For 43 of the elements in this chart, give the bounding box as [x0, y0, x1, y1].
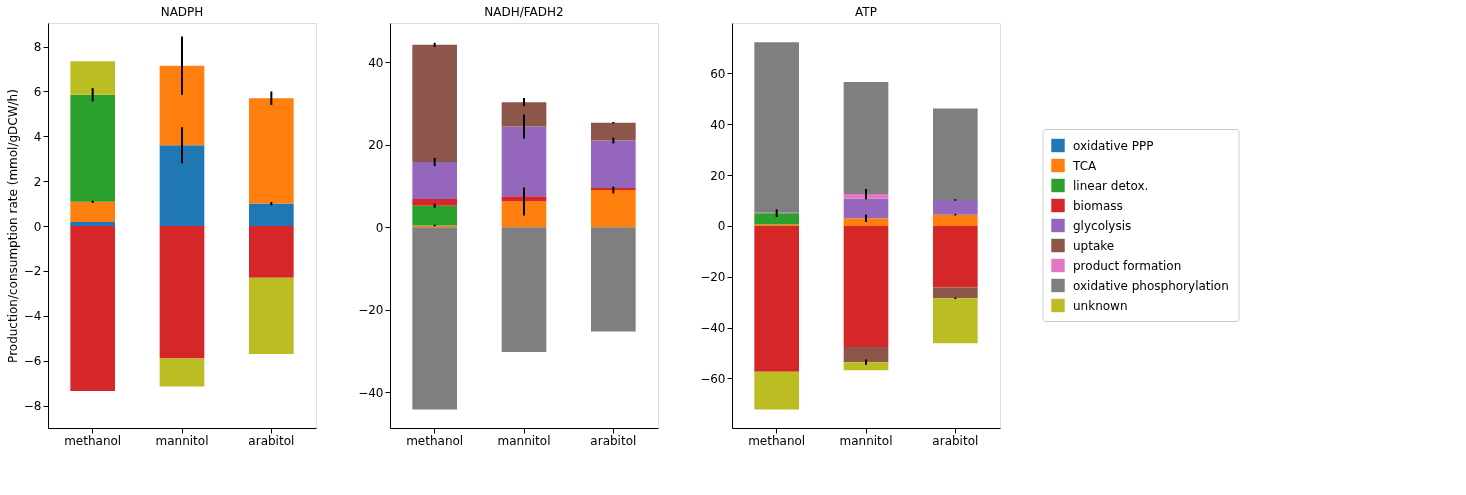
- legend-label: product formation: [1073, 258, 1182, 273]
- legend-label: oxidative PPP: [1073, 138, 1154, 153]
- y-tick-label: −20: [700, 270, 726, 285]
- legend-label: oxidative phosphorylation: [1073, 278, 1229, 293]
- y-tick-label: 0: [375, 220, 384, 235]
- y-tick-label: −40: [358, 385, 384, 400]
- legend-label: unknown: [1073, 298, 1128, 313]
- chart-title: NADH/FADH2: [484, 5, 564, 19]
- x-tick-label: mannitol: [155, 433, 209, 448]
- y-tick-label: −40: [700, 321, 726, 336]
- y-tick-label: 60: [710, 66, 726, 81]
- x-tick-label: mannitol: [497, 433, 551, 448]
- x-tick-label: methanol: [64, 433, 122, 448]
- y-tick-label: 0: [717, 219, 726, 234]
- x-tick-label: arabitol: [590, 433, 637, 448]
- y-tick-label: 6: [33, 84, 42, 99]
- legend-label: TCA: [1072, 158, 1098, 173]
- y-axis-title: Production/consumption rate (mmol/gDCW/h): [5, 89, 20, 363]
- x-tick-label: methanol: [748, 433, 806, 448]
- legend-label: linear detox.: [1073, 178, 1149, 193]
- chart-title: NADPH: [160, 5, 204, 19]
- y-tick-label: −6: [23, 354, 42, 369]
- y-tick-label: −60: [700, 371, 726, 386]
- y-tick-label: −4: [23, 309, 42, 324]
- chart-title: ATP: [855, 5, 877, 19]
- x-tick-label: methanol: [406, 433, 464, 448]
- y-tick-label: 40: [368, 55, 384, 70]
- legend-label: uptake: [1073, 238, 1115, 253]
- x-tick-label: arabitol: [248, 433, 295, 448]
- y-tick-label: −20: [358, 303, 384, 318]
- y-tick-label: 20: [368, 138, 384, 153]
- y-tick-label: 20: [710, 168, 726, 183]
- y-tick-label: −2: [23, 264, 42, 279]
- legend-label: biomass: [1073, 198, 1123, 213]
- legend-label: glycolysis: [1073, 218, 1132, 233]
- y-tick-label: 4: [33, 129, 42, 144]
- y-tick-label: 2: [33, 174, 42, 189]
- x-tick-label: arabitol: [932, 433, 979, 448]
- y-tick-label: 8: [33, 40, 42, 55]
- y-tick-label: 0: [33, 219, 42, 234]
- x-tick-label: mannitol: [839, 433, 893, 448]
- y-tick-label: 40: [710, 117, 726, 132]
- y-tick-label: −8: [23, 399, 42, 414]
